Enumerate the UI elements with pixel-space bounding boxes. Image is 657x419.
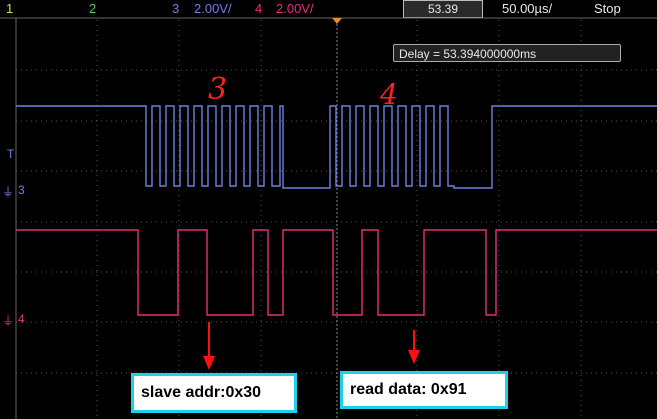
channel-3-marker-label: 3 <box>18 183 25 197</box>
arrow-down-icon <box>408 350 420 364</box>
grid-lines <box>16 20 657 419</box>
handwritten-4: 4 <box>379 78 398 111</box>
delay-readout: Delay = 53.394000000ms <box>393 44 621 62</box>
arrow-down-icon <box>203 356 215 370</box>
handwritten-3: 3 <box>208 72 227 107</box>
channel-3-waveform <box>16 105 657 189</box>
timebase-scale[interactable]: 50.00µs/ <box>502 1 553 16</box>
channel-2-label[interactable]: 2 <box>89 1 97 16</box>
run-state[interactable]: Stop <box>594 1 621 16</box>
channel-4-ground-marker[interactable]: ⏚ <box>2 314 15 328</box>
slave-addr-annotation: slave addr:0x30 <box>131 373 297 413</box>
channel-4-waveform <box>16 229 657 316</box>
channel-3-ground-marker[interactable]: ⏚ <box>2 185 15 199</box>
channel-4-label[interactable]: 4 <box>255 1 263 16</box>
channel-1-label[interactable]: 1 <box>6 1 14 16</box>
channel-3-label[interactable]: 3 <box>172 1 180 16</box>
trigger-position-icon[interactable] <box>332 18 342 24</box>
top-status-bar: 1 2 3 2.00V/ 4 2.00V/ 53.39 50.00µs/ Sto… <box>0 0 657 18</box>
trigger-level-marker[interactable]: T <box>7 147 15 161</box>
channel-4-scale[interactable]: 2.00V/ <box>276 1 314 16</box>
channel-3-scale[interactable]: 2.00V/ <box>194 1 232 16</box>
channel-4-marker-label: 4 <box>18 312 25 326</box>
read-data-annotation: read data: 0x91 <box>340 371 508 409</box>
